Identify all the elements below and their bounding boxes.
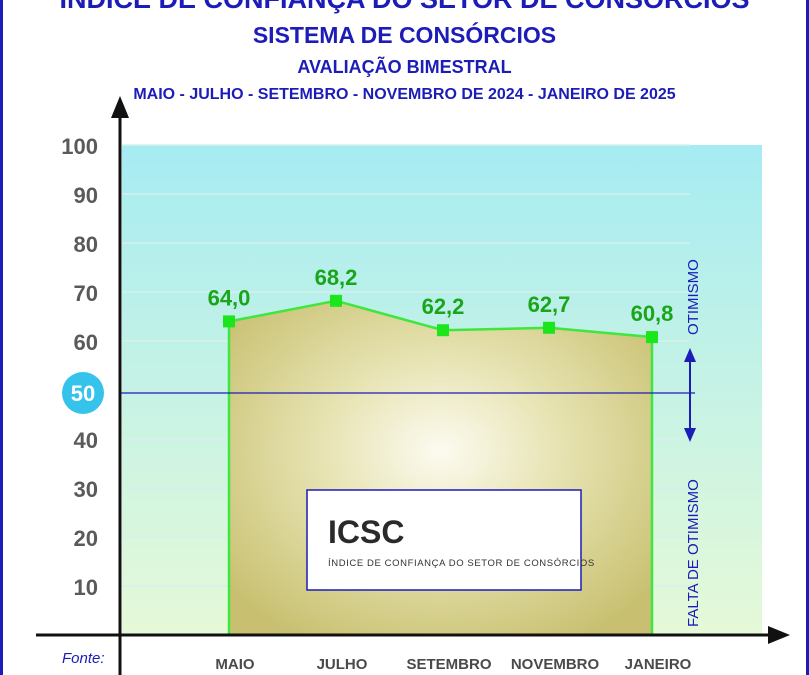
no-optimism-label: FALTA DE OTIMISMO bbox=[685, 479, 702, 627]
icsc-caption: ÍNDICE DE CONFIANÇA DO SETOR DE CONSÓRCI… bbox=[328, 558, 595, 569]
x-tick-label: JULHO bbox=[317, 656, 368, 673]
data-marker bbox=[437, 324, 449, 337]
data-marker bbox=[646, 331, 658, 344]
y-tick-label: 30 bbox=[74, 477, 98, 502]
y-tick-label: 100 bbox=[61, 134, 98, 159]
y-tick-label: 20 bbox=[74, 526, 98, 551]
x-tick-label: JANEIRO bbox=[625, 656, 692, 673]
data-marker bbox=[223, 315, 235, 328]
data-label: 62,7 bbox=[528, 292, 571, 317]
data-markers bbox=[223, 294, 658, 344]
icsc-logo-text: ICSC bbox=[328, 514, 404, 550]
y-tick-label: 60 bbox=[74, 330, 98, 355]
optimism-label: OTIMISMO bbox=[685, 259, 702, 335]
y-tick-label: 10 bbox=[74, 575, 98, 600]
x-tick-labels: MAIO JULHO SETEMBRO NOVEMBRO JANEIRO bbox=[215, 656, 691, 673]
reference-badge bbox=[62, 372, 104, 414]
down-arrow-icon bbox=[684, 428, 696, 442]
y-tick-labels: 10 20 30 40 60 70 80 90 100 bbox=[61, 134, 98, 600]
y-tick-label: 90 bbox=[74, 183, 98, 208]
x-tick-label: MAIO bbox=[215, 656, 254, 673]
x-tick-label: NOVEMBRO bbox=[511, 656, 600, 673]
data-label: 60,8 bbox=[631, 301, 674, 326]
up-arrow-icon bbox=[684, 348, 696, 362]
chart-title: ÍNDICE DE CONFIANÇA DO SETOR DE CONSÓRCI… bbox=[0, 0, 809, 15]
source-label: Fonte: bbox=[62, 650, 105, 667]
x-tick-label: SETEMBRO bbox=[406, 656, 491, 673]
period-label: MAIO - JULHO - SETEMBRO - NOVEMBRO DE 20… bbox=[133, 86, 676, 103]
reference-badge-label: 50 bbox=[71, 381, 95, 406]
data-label: 64,0 bbox=[208, 285, 251, 310]
evaluation-label: AVALIAÇÃO BIMESTRAL bbox=[297, 57, 512, 77]
x-axis-arrow bbox=[768, 626, 790, 644]
chart-subtitle: SISTEMA DE CONSÓRCIOS bbox=[252, 22, 557, 48]
y-tick-label: 80 bbox=[74, 232, 98, 257]
data-labels: 64,0 68,2 62,2 62,7 60,8 bbox=[208, 265, 674, 326]
y-tick-label: 40 bbox=[74, 428, 98, 453]
data-label: 62,2 bbox=[422, 294, 465, 319]
data-label: 68,2 bbox=[315, 265, 358, 290]
data-marker bbox=[543, 321, 555, 334]
y-axis-arrow bbox=[111, 96, 129, 118]
data-marker bbox=[330, 294, 342, 307]
y-tick-label: 70 bbox=[74, 281, 98, 306]
icsc-box bbox=[306, 489, 582, 591]
